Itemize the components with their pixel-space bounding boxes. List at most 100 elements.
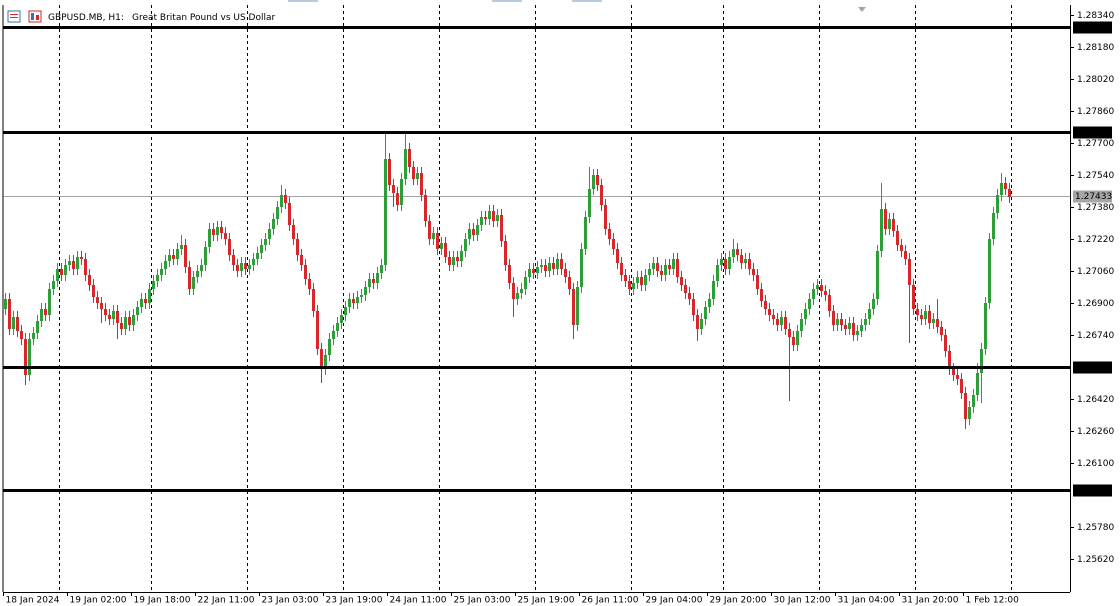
candle-body: [680, 277, 683, 285]
candle-body: [360, 295, 363, 297]
x-tick-label: 29 Jan 04:00: [646, 596, 703, 606]
current-price-box: [1073, 190, 1112, 203]
candle-body: [988, 239, 991, 303]
candle-body: [156, 275, 159, 281]
tab: [572, 0, 602, 2]
candle-body: [124, 317, 127, 329]
candle-body: [196, 271, 199, 277]
candle-body: [244, 263, 247, 269]
candle-body: [432, 233, 435, 239]
candle-body: [420, 173, 423, 195]
y-tick-label: 1.27700: [1077, 139, 1114, 149]
y-tick-label: 1.27060: [1077, 267, 1114, 277]
candle-body: [784, 317, 787, 329]
candle-body: [152, 281, 155, 289]
candle-body: [764, 301, 767, 309]
candle-body: [52, 281, 55, 289]
candle-body: [956, 375, 959, 379]
candle-body: [280, 195, 283, 207]
candle-body: [392, 185, 395, 193]
icon-chart[interactable]: [28, 10, 42, 23]
candle-body: [580, 249, 583, 287]
x-tick-label: 29 Jan 20:00: [710, 596, 767, 606]
candle-body: [32, 333, 35, 339]
level-label-box: [1073, 126, 1112, 139]
candle-body: [224, 233, 227, 239]
y-tick-label: 1.28020: [1077, 75, 1114, 85]
candle-body: [920, 315, 923, 319]
candle-body: [232, 255, 235, 265]
candle-body: [944, 335, 947, 351]
candle-body: [576, 287, 579, 325]
candle-body: [248, 265, 251, 269]
candle-body: [892, 219, 895, 231]
candle-body: [284, 195, 287, 203]
candle-body: [36, 321, 39, 333]
candle-body: [756, 275, 759, 289]
candle-body: [584, 217, 587, 249]
y-tick-label: 1.26100: [1077, 459, 1114, 469]
candle-body: [428, 221, 431, 239]
candle-body: [376, 273, 379, 283]
candle-body: [836, 319, 839, 325]
candle-body: [144, 299, 147, 303]
candle-body: [972, 395, 975, 407]
candle-body: [804, 309, 807, 319]
candle-body: [744, 259, 747, 263]
x-tick-label: 26 Jan 11:00: [582, 596, 639, 606]
candle-body: [960, 379, 963, 393]
candle-body: [164, 261, 167, 269]
candle-body: [856, 331, 859, 335]
candle-body: [620, 263, 623, 275]
candle-body: [568, 277, 571, 289]
candle-body: [524, 277, 527, 289]
x-tick-label: 23 Jan 19:00: [326, 596, 383, 606]
candle-body: [192, 277, 195, 289]
candle-body: [532, 269, 535, 273]
candle-body: [160, 269, 163, 275]
icon-menu[interactable]: [7, 10, 21, 23]
symbol: GBPUSD.MB, H1:: [48, 13, 124, 23]
candle-body: [876, 251, 879, 299]
y-tick-label: 1.27860: [1077, 107, 1114, 117]
candle-body: [928, 311, 931, 323]
candle-body: [640, 277, 643, 285]
candle-body: [536, 267, 539, 273]
tab: [492, 0, 522, 2]
candle-body: [652, 263, 655, 269]
candle-body: [516, 293, 519, 299]
candle-body: [572, 289, 575, 325]
candle-body: [132, 315, 135, 325]
candle-body: [776, 319, 779, 325]
candle-body: [28, 339, 31, 375]
candle-body: [328, 339, 331, 355]
candle-body: [236, 265, 239, 271]
candle-body: [140, 299, 143, 307]
candle-body: [288, 203, 291, 225]
candle-body: [396, 193, 399, 205]
candle-body: [260, 245, 263, 253]
candle-body: [724, 259, 727, 269]
candle-body: [352, 299, 355, 303]
candle-body: [16, 317, 19, 331]
candle-body: [508, 265, 511, 283]
y-tick-label: 1.27540: [1077, 171, 1114, 181]
candle-body: [12, 317, 15, 329]
candle-body: [80, 257, 83, 259]
candle-body: [1000, 183, 1003, 195]
candle-body: [4, 299, 7, 309]
y-tick-label: 1.27380: [1077, 203, 1114, 213]
candle-body: [912, 285, 915, 309]
candle-body: [924, 311, 927, 319]
candle-body: [612, 239, 615, 249]
candle-body: [88, 275, 91, 285]
candle-body: [368, 279, 371, 287]
candle-body: [24, 339, 27, 375]
level-label-box: [1073, 361, 1112, 374]
candle-body: [388, 159, 391, 185]
candle-body: [968, 407, 971, 419]
candle-body: [556, 259, 559, 269]
y-tick-label: 1.26260: [1077, 427, 1114, 437]
candle-body: [272, 219, 275, 229]
